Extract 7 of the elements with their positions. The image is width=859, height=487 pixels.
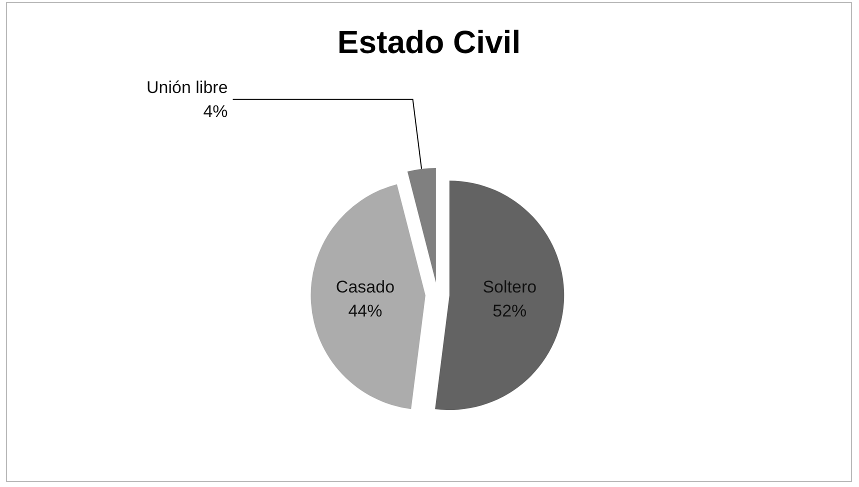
- chart-title: Estado Civil: [337, 24, 521, 60]
- data-label: 4%: [203, 102, 228, 121]
- data-label: 44%: [348, 302, 382, 321]
- slice-label: Unión libre: [146, 78, 228, 97]
- slice-label: Casado: [336, 278, 395, 297]
- data-label: 52%: [492, 302, 527, 321]
- slice-label: Soltero: [482, 278, 537, 297]
